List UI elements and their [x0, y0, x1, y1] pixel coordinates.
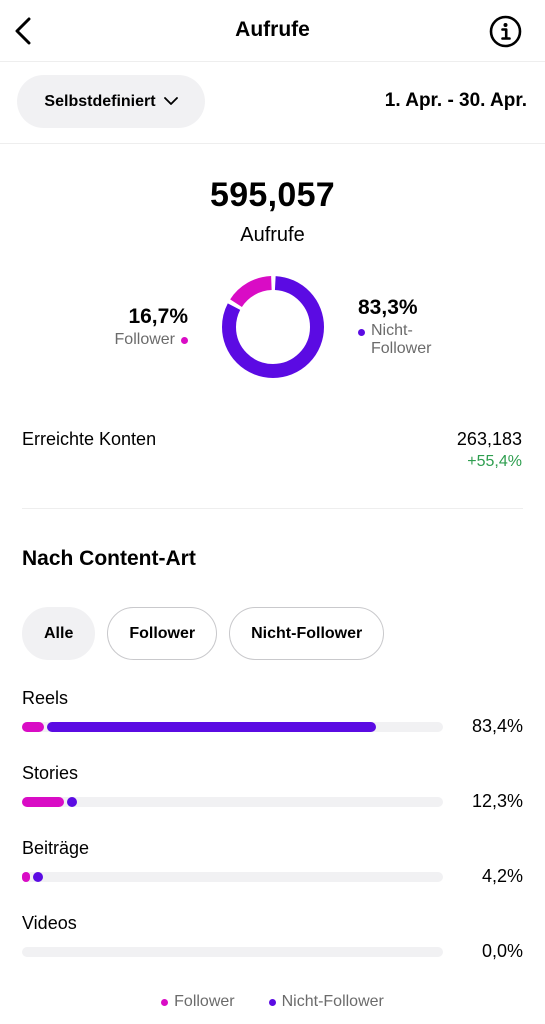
content-row-percent: 12,3%	[471, 791, 523, 811]
bar-segment-follower	[22, 722, 44, 732]
follower-dot-icon	[161, 998, 169, 1006]
chevron-down-icon	[163, 97, 178, 105]
total-views-label: Aufrufe	[240, 224, 305, 246]
bar-segment-non-follower	[46, 722, 377, 732]
section-divider	[22, 508, 523, 509]
chart-legend: Follower Nicht-Follower	[0, 993, 545, 1011]
follower-share-label: Follower	[114, 331, 175, 348]
content-row-label: Reels	[22, 688, 69, 708]
follower-percent: 16,7%	[128, 305, 188, 328]
views-donut-chart	[222, 276, 324, 378]
page-title: Aufrufe	[235, 18, 310, 41]
tab-non-follower[interactable]: Nicht-Follower	[229, 607, 385, 660]
content-row-stories: Stories 12,3%	[22, 763, 523, 833]
date-range-dropdown-label: Selbstdefiniert	[44, 92, 156, 110]
content-row-label: Beiträge	[22, 838, 90, 858]
non-follower-dot-icon	[268, 998, 276, 1006]
header-bar: Aufrufe	[0, 0, 545, 62]
non-follower-label-line1: Nicht-	[371, 322, 413, 339]
content-row-posts: Beiträge 4,2%	[22, 838, 523, 908]
non-follower-label-line2: Follower	[371, 340, 432, 357]
content-row-percent: 83,4%	[471, 716, 523, 736]
content-row-label: Videos	[22, 913, 77, 933]
non-follower-share-label: Nicht- Follower	[371, 322, 431, 358]
content-row-videos: Videos 0,0%	[22, 913, 523, 983]
legend-label-follower: Follower	[174, 993, 235, 1010]
bar-segment-follower	[22, 797, 65, 807]
donut-segment-non-follower	[222, 276, 324, 378]
info-circle-icon	[489, 15, 522, 48]
follower-share: 16,7% Follower	[115, 305, 188, 349]
content-bar-track	[22, 872, 443, 882]
bar-segment-non-follower	[32, 872, 43, 882]
chevron-left-icon	[15, 17, 31, 45]
content-type-title: Nach Content-Art	[22, 547, 196, 570]
bar-segment-follower	[22, 872, 30, 882]
non-follower-percent: 83,3%	[358, 296, 418, 319]
content-row-percent: 0,0%	[481, 941, 523, 961]
total-views-value: 595,057	[209, 176, 335, 214]
legend-item-non-follower: Nicht-Follower	[268, 993, 384, 1011]
filter-row: Selbstdefiniert 1. Apr. - 30. Apr.	[0, 62, 545, 144]
non-follower-share: 83,3% Nicht- Follower	[358, 296, 431, 358]
content-row-label: Stories	[22, 763, 79, 783]
date-range-dropdown[interactable]: Selbstdefiniert	[17, 75, 205, 128]
non-follower-dot-icon	[358, 329, 365, 336]
follower-dot-icon	[181, 336, 188, 344]
info-button[interactable]	[489, 15, 522, 48]
content-bar-track	[22, 797, 443, 807]
legend-item-follower: Follower	[161, 993, 235, 1011]
tab-follower[interactable]: Follower	[107, 607, 218, 660]
reached-accounts-label: Erreichte Konten	[22, 429, 157, 449]
content-bar-track	[22, 722, 443, 732]
content-bar-track	[22, 947, 443, 957]
reached-accounts-change: +55,4%	[467, 453, 522, 470]
legend-label-non-follower: Nicht-Follower	[281, 993, 384, 1010]
bar-segment-non-follower	[67, 797, 77, 807]
date-range-text: 1. Apr. - 30. Apr.	[384, 90, 527, 111]
content-type-tabs: Alle Follower Nicht-Follower	[22, 607, 385, 660]
content-row-percent: 4,2%	[481, 866, 523, 886]
content-row-reels: Reels 83,4%	[22, 688, 523, 758]
back-button[interactable]	[8, 14, 38, 48]
reached-accounts-value: 263,183	[456, 429, 522, 449]
tab-all[interactable]: Alle	[22, 607, 96, 660]
